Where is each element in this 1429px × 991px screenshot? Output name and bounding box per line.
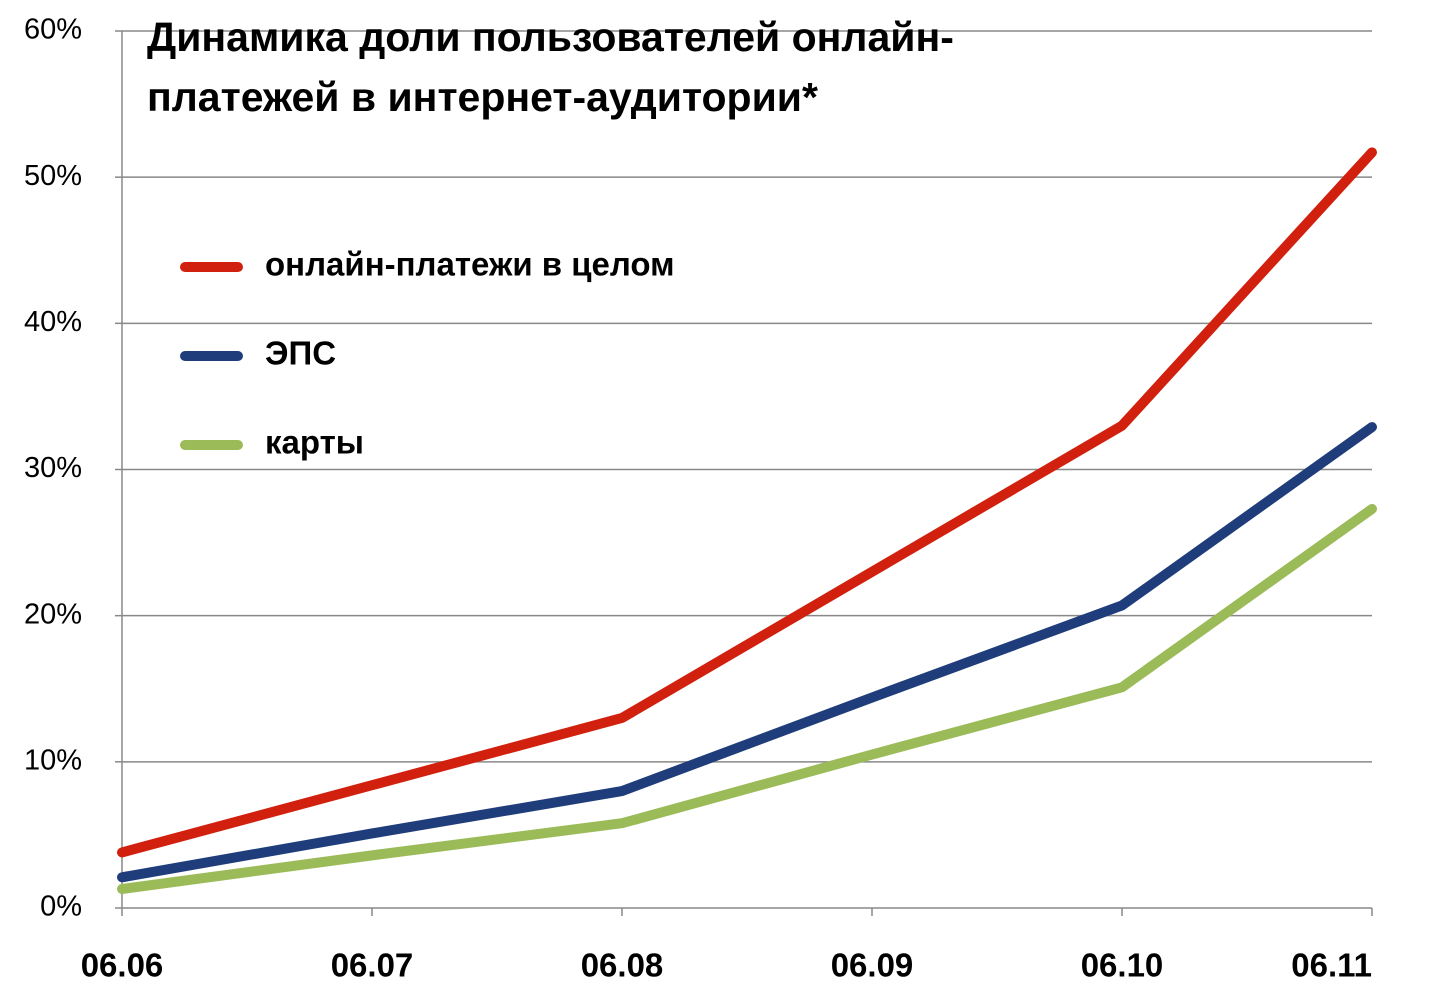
series-line — [117, 503, 1377, 894]
y-tick-label: 30% — [24, 452, 82, 484]
legend-label: ЭПС — [265, 335, 336, 372]
chart-title: платежей в интернет-аудитории* — [147, 74, 818, 120]
x-tick-label: 06.10 — [1081, 947, 1164, 984]
y-tick-label: 10% — [24, 744, 82, 776]
series-line — [117, 147, 1377, 858]
y-tick-label: 50% — [24, 160, 82, 192]
x-tick-label: 06.11 — [1291, 947, 1372, 984]
x-tick-label: 06.07 — [331, 947, 414, 984]
x-tick-label: 06.09 — [831, 947, 914, 984]
legend-label: карты — [265, 424, 364, 461]
y-tick-label: 60% — [24, 14, 82, 46]
y-tick-label: 0% — [40, 891, 82, 923]
y-tick-label: 40% — [24, 306, 82, 338]
legend-label: онлайн-платежи в целом — [265, 246, 675, 283]
chart-title: Динамика доли пользователей онлайн- — [147, 14, 954, 60]
x-tick-label: 06.08 — [581, 947, 664, 984]
x-tick-label: 06.06 — [81, 947, 164, 984]
series-line — [117, 422, 1377, 883]
y-tick-label: 20% — [24, 598, 82, 630]
